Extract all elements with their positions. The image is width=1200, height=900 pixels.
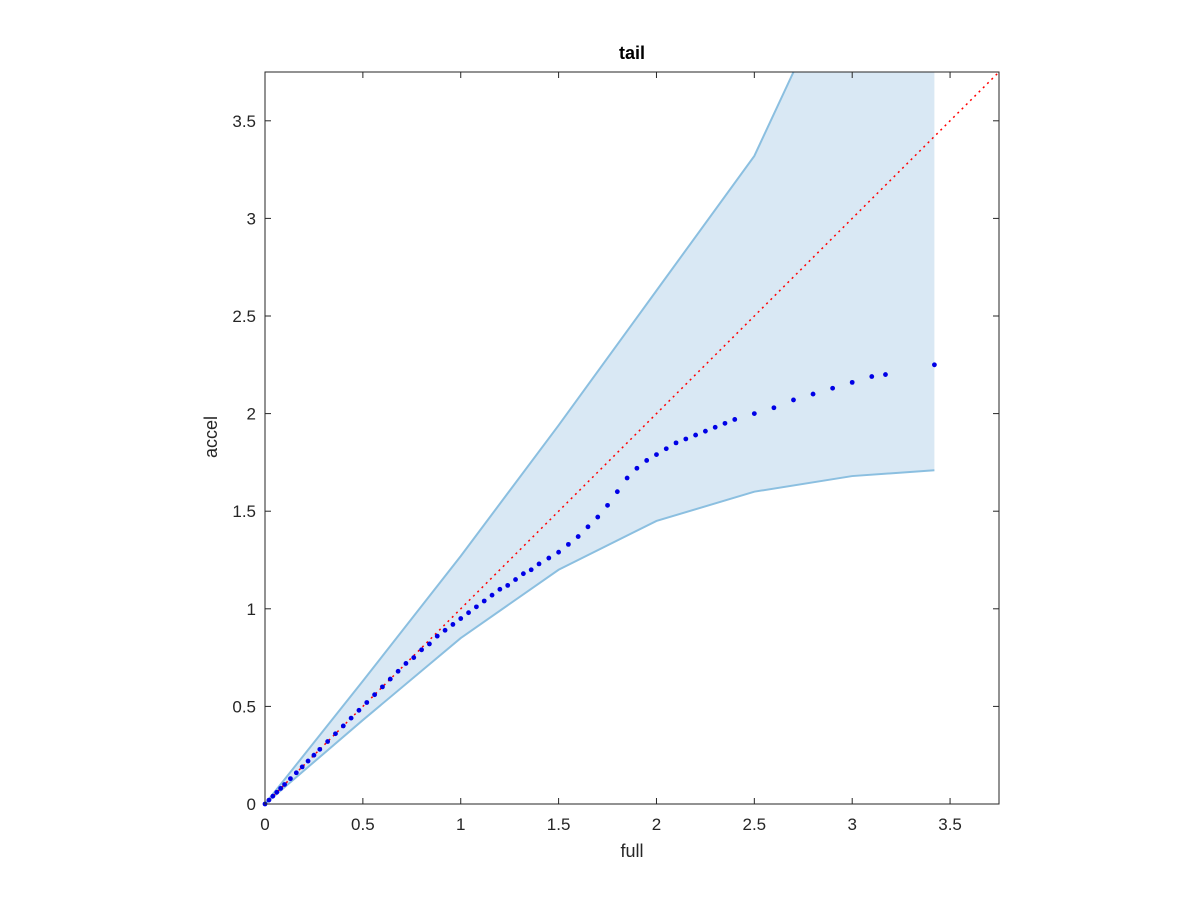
- data-point: [869, 374, 875, 379]
- data-point: [434, 633, 440, 639]
- data-point: [520, 571, 526, 577]
- data-point: [278, 785, 284, 791]
- data-point: [481, 598, 487, 604]
- data-point: [325, 739, 331, 744]
- data-point: [364, 700, 370, 705]
- data-point: [466, 610, 471, 616]
- data-point: [585, 524, 591, 530]
- data-point: [274, 789, 280, 795]
- data-point: [473, 604, 479, 610]
- data-point: [883, 372, 888, 377]
- data-point: [605, 502, 610, 508]
- band-lower-edge: [264, 469, 935, 805]
- plot-area: [262, 71, 1000, 807]
- data-point: [403, 661, 409, 666]
- data-point: [830, 385, 836, 391]
- data-point: [299, 764, 305, 770]
- y-tick-label: 2: [247, 405, 256, 424]
- data-point: [395, 668, 401, 674]
- data-point: [693, 432, 699, 438]
- data-point: [673, 440, 679, 446]
- data-point: [536, 561, 542, 567]
- data-point: [528, 567, 534, 573]
- data-point: [489, 592, 495, 598]
- data-point: [356, 707, 362, 713]
- data-point: [810, 391, 816, 397]
- data-point: [654, 452, 659, 457]
- data-point: [348, 715, 354, 721]
- data-point: [683, 436, 689, 442]
- data-point: [771, 405, 777, 411]
- x-tick-label: 3: [847, 815, 856, 834]
- data-point: [513, 577, 518, 582]
- x-tick-label: 1: [456, 815, 465, 834]
- data-point: [751, 411, 757, 416]
- data-point: [624, 475, 630, 481]
- x-tick-label: 3.5: [938, 815, 962, 834]
- data-point: [565, 541, 571, 547]
- confidence-band: [265, 72, 935, 804]
- data-point: [419, 647, 424, 653]
- data-point: [556, 549, 561, 555]
- data-point: [703, 428, 708, 434]
- axis-ticks: 0 0.5 1 1.5 2 2.5 3 3.5 0 0.5 1 1.5 2 2.5 3 3.5: [232, 72, 999, 834]
- band-upper-edge: [264, 71, 795, 805]
- data-point: [505, 582, 511, 588]
- data-point: [288, 776, 293, 782]
- x-tick-label: 2.5: [743, 815, 767, 834]
- data-point: [427, 641, 432, 647]
- data-point: [663, 446, 669, 452]
- y-tick-label: 3: [247, 209, 256, 228]
- x-tick-label: 0: [260, 815, 269, 834]
- data-point: [458, 616, 464, 621]
- y-tick-label: 1: [247, 600, 256, 619]
- data-point: [849, 379, 855, 385]
- data-point: [372, 692, 378, 698]
- data-point: [644, 458, 650, 463]
- data-point: [387, 676, 393, 682]
- x-tick-label: 1.5: [547, 815, 571, 834]
- data-point: [722, 420, 728, 426]
- data-point: [380, 684, 385, 690]
- data-point: [293, 770, 299, 776]
- x-axis-label: full: [620, 841, 643, 861]
- data-point: [634, 465, 640, 471]
- data-point: [614, 489, 620, 495]
- data-point: [311, 752, 317, 758]
- data-point: [317, 746, 323, 752]
- data-point: [305, 758, 311, 764]
- x-tick-label: 0.5: [351, 815, 375, 834]
- data-point: [932, 362, 937, 368]
- y-axis-label: accel: [201, 416, 221, 458]
- data-point: [732, 417, 738, 422]
- y-tick-label: 0.5: [232, 697, 256, 716]
- y-tick-label: 1.5: [232, 502, 256, 521]
- data-point: [575, 534, 581, 539]
- data-point: [595, 514, 601, 520]
- data-point: [497, 586, 503, 592]
- data-point: [450, 622, 456, 627]
- data-point: [333, 731, 338, 737]
- data-point: [442, 627, 448, 633]
- y-tick-label: 3.5: [232, 112, 256, 131]
- data-point: [270, 793, 276, 799]
- data-point: [340, 723, 346, 729]
- x-tick-label: 2: [652, 815, 661, 834]
- y-tick-label: 2.5: [232, 307, 256, 326]
- data-point: [266, 797, 272, 803]
- data-point: [282, 782, 287, 787]
- axes-box: [264, 71, 1000, 805]
- data-point: [546, 555, 552, 561]
- chart-title: tail: [619, 43, 645, 63]
- data-point: [712, 424, 718, 430]
- data-point: [411, 655, 417, 660]
- data-point: [791, 397, 796, 403]
- y-tick-label: 0: [247, 795, 256, 814]
